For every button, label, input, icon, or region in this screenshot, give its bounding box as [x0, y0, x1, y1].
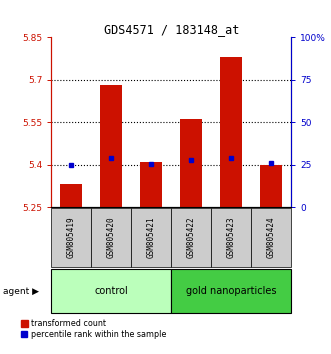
- Text: GSM805420: GSM805420: [107, 217, 116, 258]
- Bar: [51, 208, 91, 267]
- Text: GSM805423: GSM805423: [227, 217, 236, 258]
- Bar: [51, 269, 171, 313]
- Text: GSM805424: GSM805424: [267, 217, 276, 258]
- Text: agent ▶: agent ▶: [3, 287, 39, 296]
- Bar: [251, 208, 291, 267]
- Bar: [100, 85, 122, 207]
- Text: GSM805421: GSM805421: [147, 217, 156, 258]
- Text: GSM805422: GSM805422: [187, 217, 196, 258]
- Bar: [140, 162, 162, 207]
- Bar: [180, 119, 202, 207]
- Bar: [91, 208, 131, 267]
- Text: control: control: [94, 286, 128, 296]
- Bar: [131, 208, 171, 267]
- Bar: [171, 208, 211, 267]
- Bar: [211, 208, 251, 267]
- Bar: [260, 165, 282, 207]
- Bar: [220, 57, 242, 207]
- Title: GDS4571 / 183148_at: GDS4571 / 183148_at: [104, 23, 239, 36]
- Bar: [171, 269, 291, 313]
- Legend: transformed count, percentile rank within the sample: transformed count, percentile rank withi…: [21, 319, 166, 339]
- Text: GSM805419: GSM805419: [67, 217, 76, 258]
- Text: gold nanoparticles: gold nanoparticles: [186, 286, 276, 296]
- Bar: [60, 184, 82, 207]
